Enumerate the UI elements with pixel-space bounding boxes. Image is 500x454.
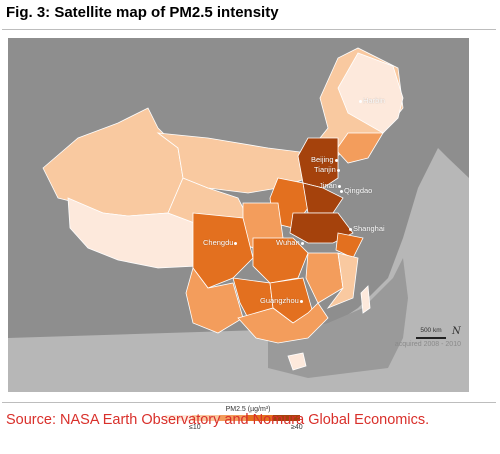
city-dot-icon xyxy=(349,227,352,231)
map-canvas xyxy=(8,38,469,392)
city-label: Tianjin xyxy=(314,165,341,174)
city-label: Shanghai xyxy=(348,224,385,233)
city-label: Harbin xyxy=(358,96,385,105)
southeast-asia-land xyxy=(268,258,408,378)
legend-swatch xyxy=(165,415,192,421)
city-label: Guangzhou xyxy=(260,296,304,305)
city-dot-icon xyxy=(340,189,343,193)
city-label: Jinan xyxy=(319,181,342,190)
north-arrow-icon: N xyxy=(452,326,461,337)
region-hubei-chongqing xyxy=(252,237,309,284)
title-divider xyxy=(2,29,496,30)
legend-swatch xyxy=(273,415,300,421)
city-label: Beijing xyxy=(311,155,339,164)
city-label: Wuhan xyxy=(276,238,305,247)
source-note: Source: NASA Earth Observatory and Nomur… xyxy=(6,412,430,428)
scale-label: 500 km xyxy=(420,327,442,334)
city-dot-icon xyxy=(299,299,303,303)
city-dot-icon xyxy=(336,168,340,172)
legend-min-label: ≤10 xyxy=(189,424,201,431)
city-dot-icon xyxy=(359,99,362,103)
city-label: Qingdao xyxy=(339,186,372,195)
region-guangxi-guangdong xyxy=(237,302,329,344)
city-label: Chengdu xyxy=(203,238,238,247)
pm25-legend: PM2.5 (µg/m³) ≤10 ≥40 xyxy=(163,406,333,436)
city-dot-icon xyxy=(334,158,338,162)
pm25-satellite-map: Harbin Beijing Tianjin Jinan Qingdao Sha… xyxy=(8,38,469,431)
legend-color-ramp xyxy=(165,415,300,421)
legend-swatch xyxy=(246,415,273,421)
city-dot-icon xyxy=(300,241,304,245)
acquired-dates: acquired 2008 - 2010 xyxy=(394,341,461,348)
region-henan-jiangsu-anhui xyxy=(289,212,354,244)
japan-korea-land xyxy=(423,98,469,178)
region-yunnan xyxy=(185,267,244,334)
legend-max-label: ≥40 xyxy=(291,424,303,431)
region-jiangxi xyxy=(305,252,344,304)
legend-title: PM2.5 (µg/m³) xyxy=(225,406,271,413)
region-heilongjiang xyxy=(337,52,404,134)
scale-bar: 500 km xyxy=(416,327,446,342)
scale-line xyxy=(416,337,446,339)
region-shandong xyxy=(302,182,344,214)
figure-title: Fig. 3: Satellite map of PM2.5 intensity xyxy=(6,4,279,21)
region-hainan xyxy=(287,352,307,371)
legend-swatch xyxy=(219,415,246,421)
city-dot-icon xyxy=(234,241,238,245)
region-fujian xyxy=(326,252,359,309)
city-dot-icon xyxy=(337,184,341,188)
source-divider xyxy=(2,402,496,403)
region-taiwan xyxy=(360,285,371,314)
legend-swatch xyxy=(192,415,219,421)
